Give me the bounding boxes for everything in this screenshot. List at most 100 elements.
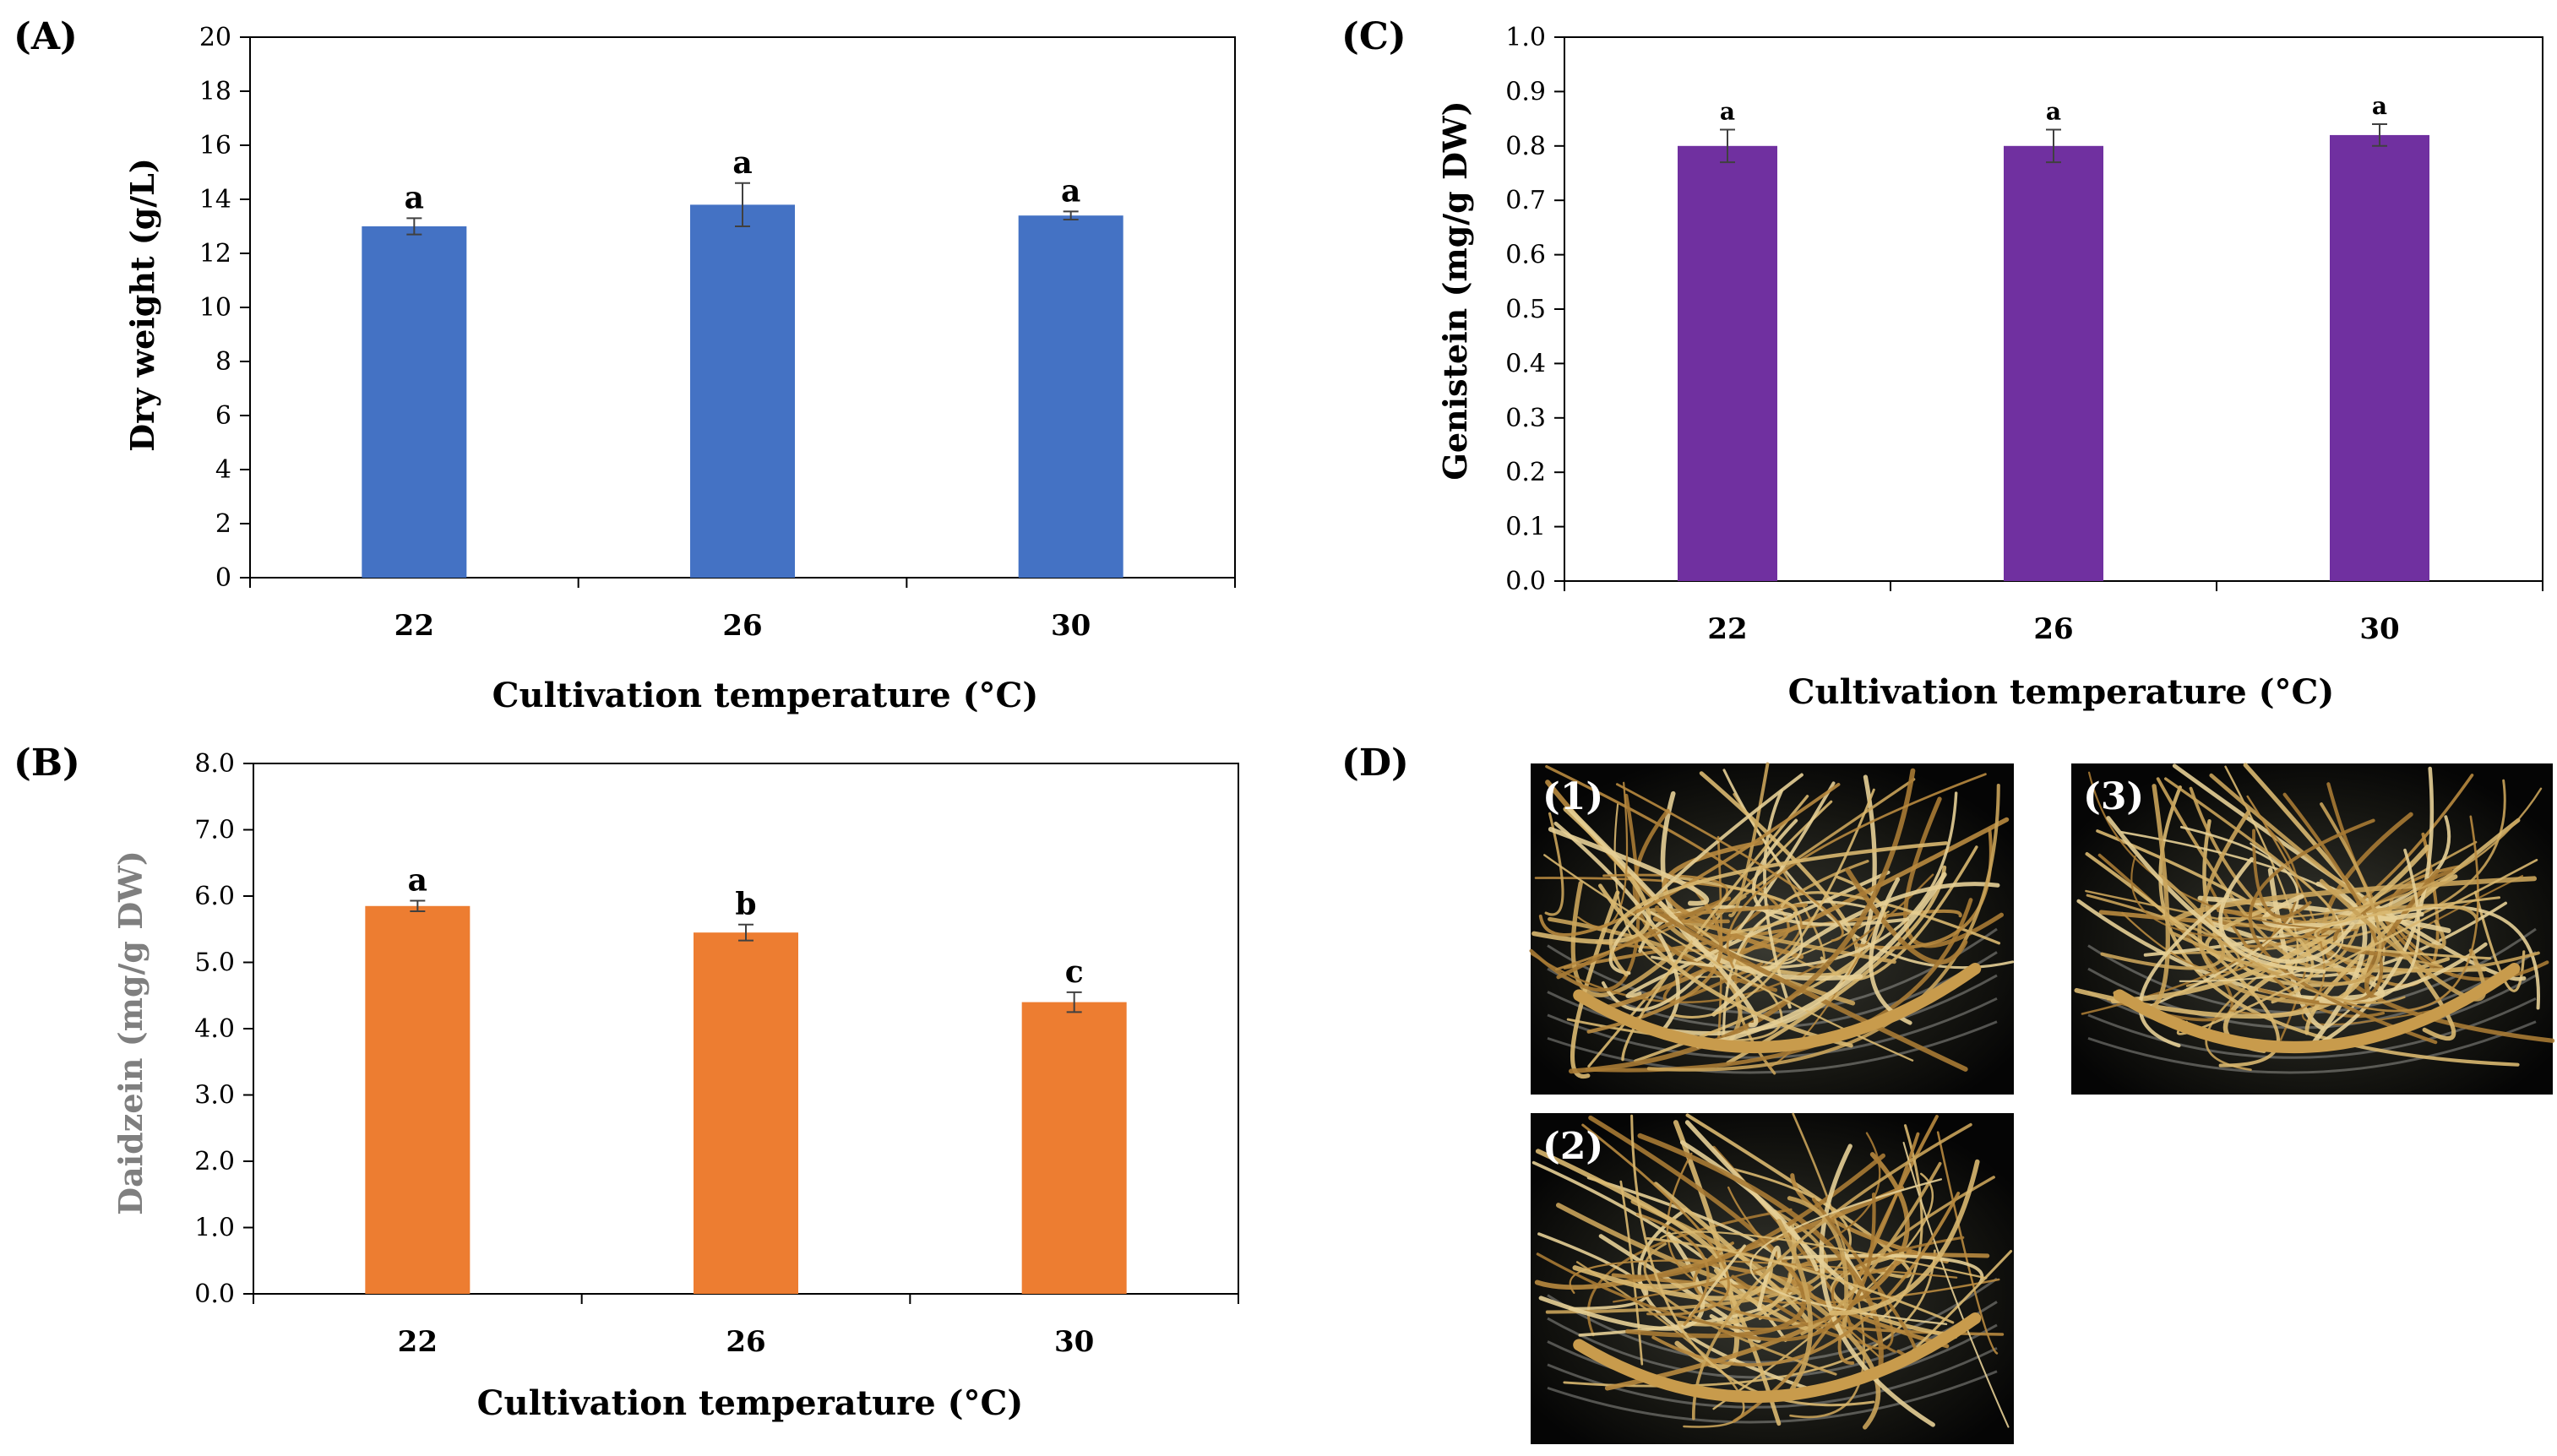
root-strand: [2138, 894, 2230, 1048]
chart-genistein-bar: [2330, 134, 2429, 582]
photo-3-roots: [2074, 763, 2555, 1074]
panel-label-c: (C): [1341, 15, 1406, 58]
root-strand: [2085, 852, 2280, 1068]
chart-daidzein-xlabel: Cultivation temperature (°C): [477, 1383, 1024, 1423]
root-strand: [1691, 1122, 1972, 1421]
chart-daidzein-ytick-label: 6.0: [194, 882, 235, 911]
photo-3-label: (3): [2083, 775, 2144, 818]
chart-daidzein-ytick-label: 7.0: [194, 816, 235, 845]
chart-genistein-bar: [2004, 145, 2103, 582]
root-strand: [1845, 867, 1968, 965]
chart-daidzein-category-label: 26: [726, 1325, 765, 1359]
chart-daidzein-bar: [694, 932, 798, 1294]
root-strand: [1936, 1131, 1999, 1355]
root-strand: [1567, 807, 1759, 1028]
chart-genistein-ytick-label: 0.3: [1505, 404, 1546, 433]
chart-genistein-significance-letter: a: [2046, 97, 2061, 125]
chart-genistein-ytick-label: 0.9: [1505, 77, 1546, 106]
root-strand: [2343, 815, 2479, 1013]
photo-3: (3): [2071, 763, 2555, 1095]
photo-1-roots: [1529, 762, 2015, 1079]
chart-dry-weight-xlabel: Cultivation temperature (°C): [492, 676, 1039, 715]
panel-label-b: (B): [14, 742, 80, 785]
chart-genistein-significance-letter: a: [2372, 92, 2387, 120]
chart-dry-weight-bar: [362, 226, 467, 578]
chart-genistein-bar: [1678, 145, 1777, 582]
root-main-coil: [1573, 1312, 1982, 1403]
flask-glass-highlight: [2087, 1020, 2537, 1074]
chart-dry-weight-ytick-label: 4: [215, 455, 231, 485]
root-strand: [2333, 868, 2453, 957]
chart-daidzein-ytick-label: 8.0: [194, 749, 235, 779]
root-strand: [1780, 891, 2001, 945]
root-strand: [2169, 802, 2382, 986]
root-strand: [2176, 858, 2538, 1035]
chart-dry-weight-bar: [690, 204, 795, 578]
chart-dry-weight-category-label: 26: [722, 609, 762, 643]
chart-genistein-category-label: 30: [2359, 612, 2399, 646]
root-strand: [1837, 1115, 1939, 1365]
root-strand: [2100, 874, 2225, 970]
chart-dry-weight-ytick-label: 2: [215, 509, 231, 539]
root-strand: [1790, 1173, 1950, 1264]
root-strand: [1637, 1133, 1884, 1377]
chart-dry-weight-ytick-label: 0: [215, 563, 231, 593]
root-strand: [1728, 762, 1770, 918]
chart-genistein-category-label: 22: [1707, 612, 1747, 646]
chart-daidzein-bar: [365, 905, 471, 1294]
root-strand: [1544, 812, 1564, 916]
root-strand: [1695, 872, 1947, 1049]
root-strand: [1553, 821, 1680, 1038]
root-strand: [1535, 1149, 1725, 1289]
root-strand: [1902, 1141, 2010, 1428]
root-strand: [2248, 818, 2438, 1045]
root-strand: [2163, 777, 2336, 924]
chart-daidzein-ylabel: Daidzein (mg/g DW): [112, 850, 150, 1215]
photo-2: (2): [1531, 1112, 2014, 1444]
chart-dry-weight-ytick-label: 18: [199, 77, 231, 106]
root-strand: [1621, 795, 1809, 1062]
chart-genistein-ytick-label: 0.1: [1505, 513, 1546, 542]
chart-dry-weight-category-label: 30: [1051, 609, 1091, 643]
root-strand: [2304, 818, 2521, 1035]
chart-genistein-xlabel: Cultivation temperature (°C): [1788, 672, 2335, 712]
chart-dry-weight-bar: [1018, 215, 1123, 578]
chart-genistein-ylabel: Genistein (mg/g DW): [1436, 101, 1474, 480]
chart-daidzein-ytick-label: 3.0: [194, 1081, 235, 1111]
chart-genistein: 0.0 0.1 0.2 0.3 0.4 0.5 0.6 0.7 0.8 0.9 1.0 a 22 a 26 a…: [1436, 23, 2543, 712]
root-strand: [1769, 905, 1888, 1068]
chart-genistein-ytick-label: 0.5: [1505, 295, 1546, 324]
root-strand: [2106, 816, 2355, 964]
root-strand: [1635, 1213, 1710, 1326]
chart-daidzein-ytick-label: 0.0: [194, 1279, 235, 1309]
root-strand: [1630, 1114, 1875, 1407]
flask-glass-highlight: [2087, 997, 2537, 1059]
root-strand: [1575, 1261, 1745, 1428]
root-strand: [1619, 1180, 1644, 1366]
chart-genistein-marks: 0.0 0.1 0.2 0.3 0.4 0.5 0.6 0.7 0.8 0.9 1.0 a 22 a 26 a…: [1505, 23, 2543, 646]
chart-dry-weight: 0 2 4 6 8 10 12 14 16 18 20 a 22 a 26 a 30 Dry weight (g…: [123, 23, 1236, 715]
chart-dry-weight-marks: 0 2 4 6 8 10 12 14 16 18 20 a 22 a 26 a 30: [199, 23, 1236, 643]
chart-daidzein-category-label: 22: [398, 1325, 438, 1359]
root-strand: [1829, 1159, 1980, 1316]
chart-dry-weight-ytick-label: 16: [199, 131, 231, 160]
chart-daidzein-bar: [1021, 1002, 1127, 1294]
root-strand: [1717, 1193, 1876, 1342]
panel-label-a: (A): [14, 15, 78, 58]
root-strand: [1608, 841, 1949, 977]
root-strand: [2076, 899, 2488, 1001]
photo-1: (1): [1529, 762, 2015, 1095]
root-strand: [2169, 876, 2538, 926]
root-strand: [1637, 1207, 1825, 1395]
root-strand: [2364, 868, 2440, 1002]
root-strand: [1756, 1245, 1782, 1312]
chart-dry-weight-ytick-label: 6: [215, 401, 231, 431]
root-strand: [2205, 908, 2487, 973]
root-strand: [2314, 896, 2501, 960]
root-strand: [1820, 845, 1978, 981]
root-strand: [1787, 1196, 1849, 1328]
chart-daidzein-ytick-label: 4.0: [194, 1014, 235, 1044]
chart-daidzein-ytick-label: 5.0: [194, 948, 235, 978]
root-strand: [1568, 768, 1916, 1074]
chart-dry-weight-ytick-label: 20: [199, 23, 231, 52]
